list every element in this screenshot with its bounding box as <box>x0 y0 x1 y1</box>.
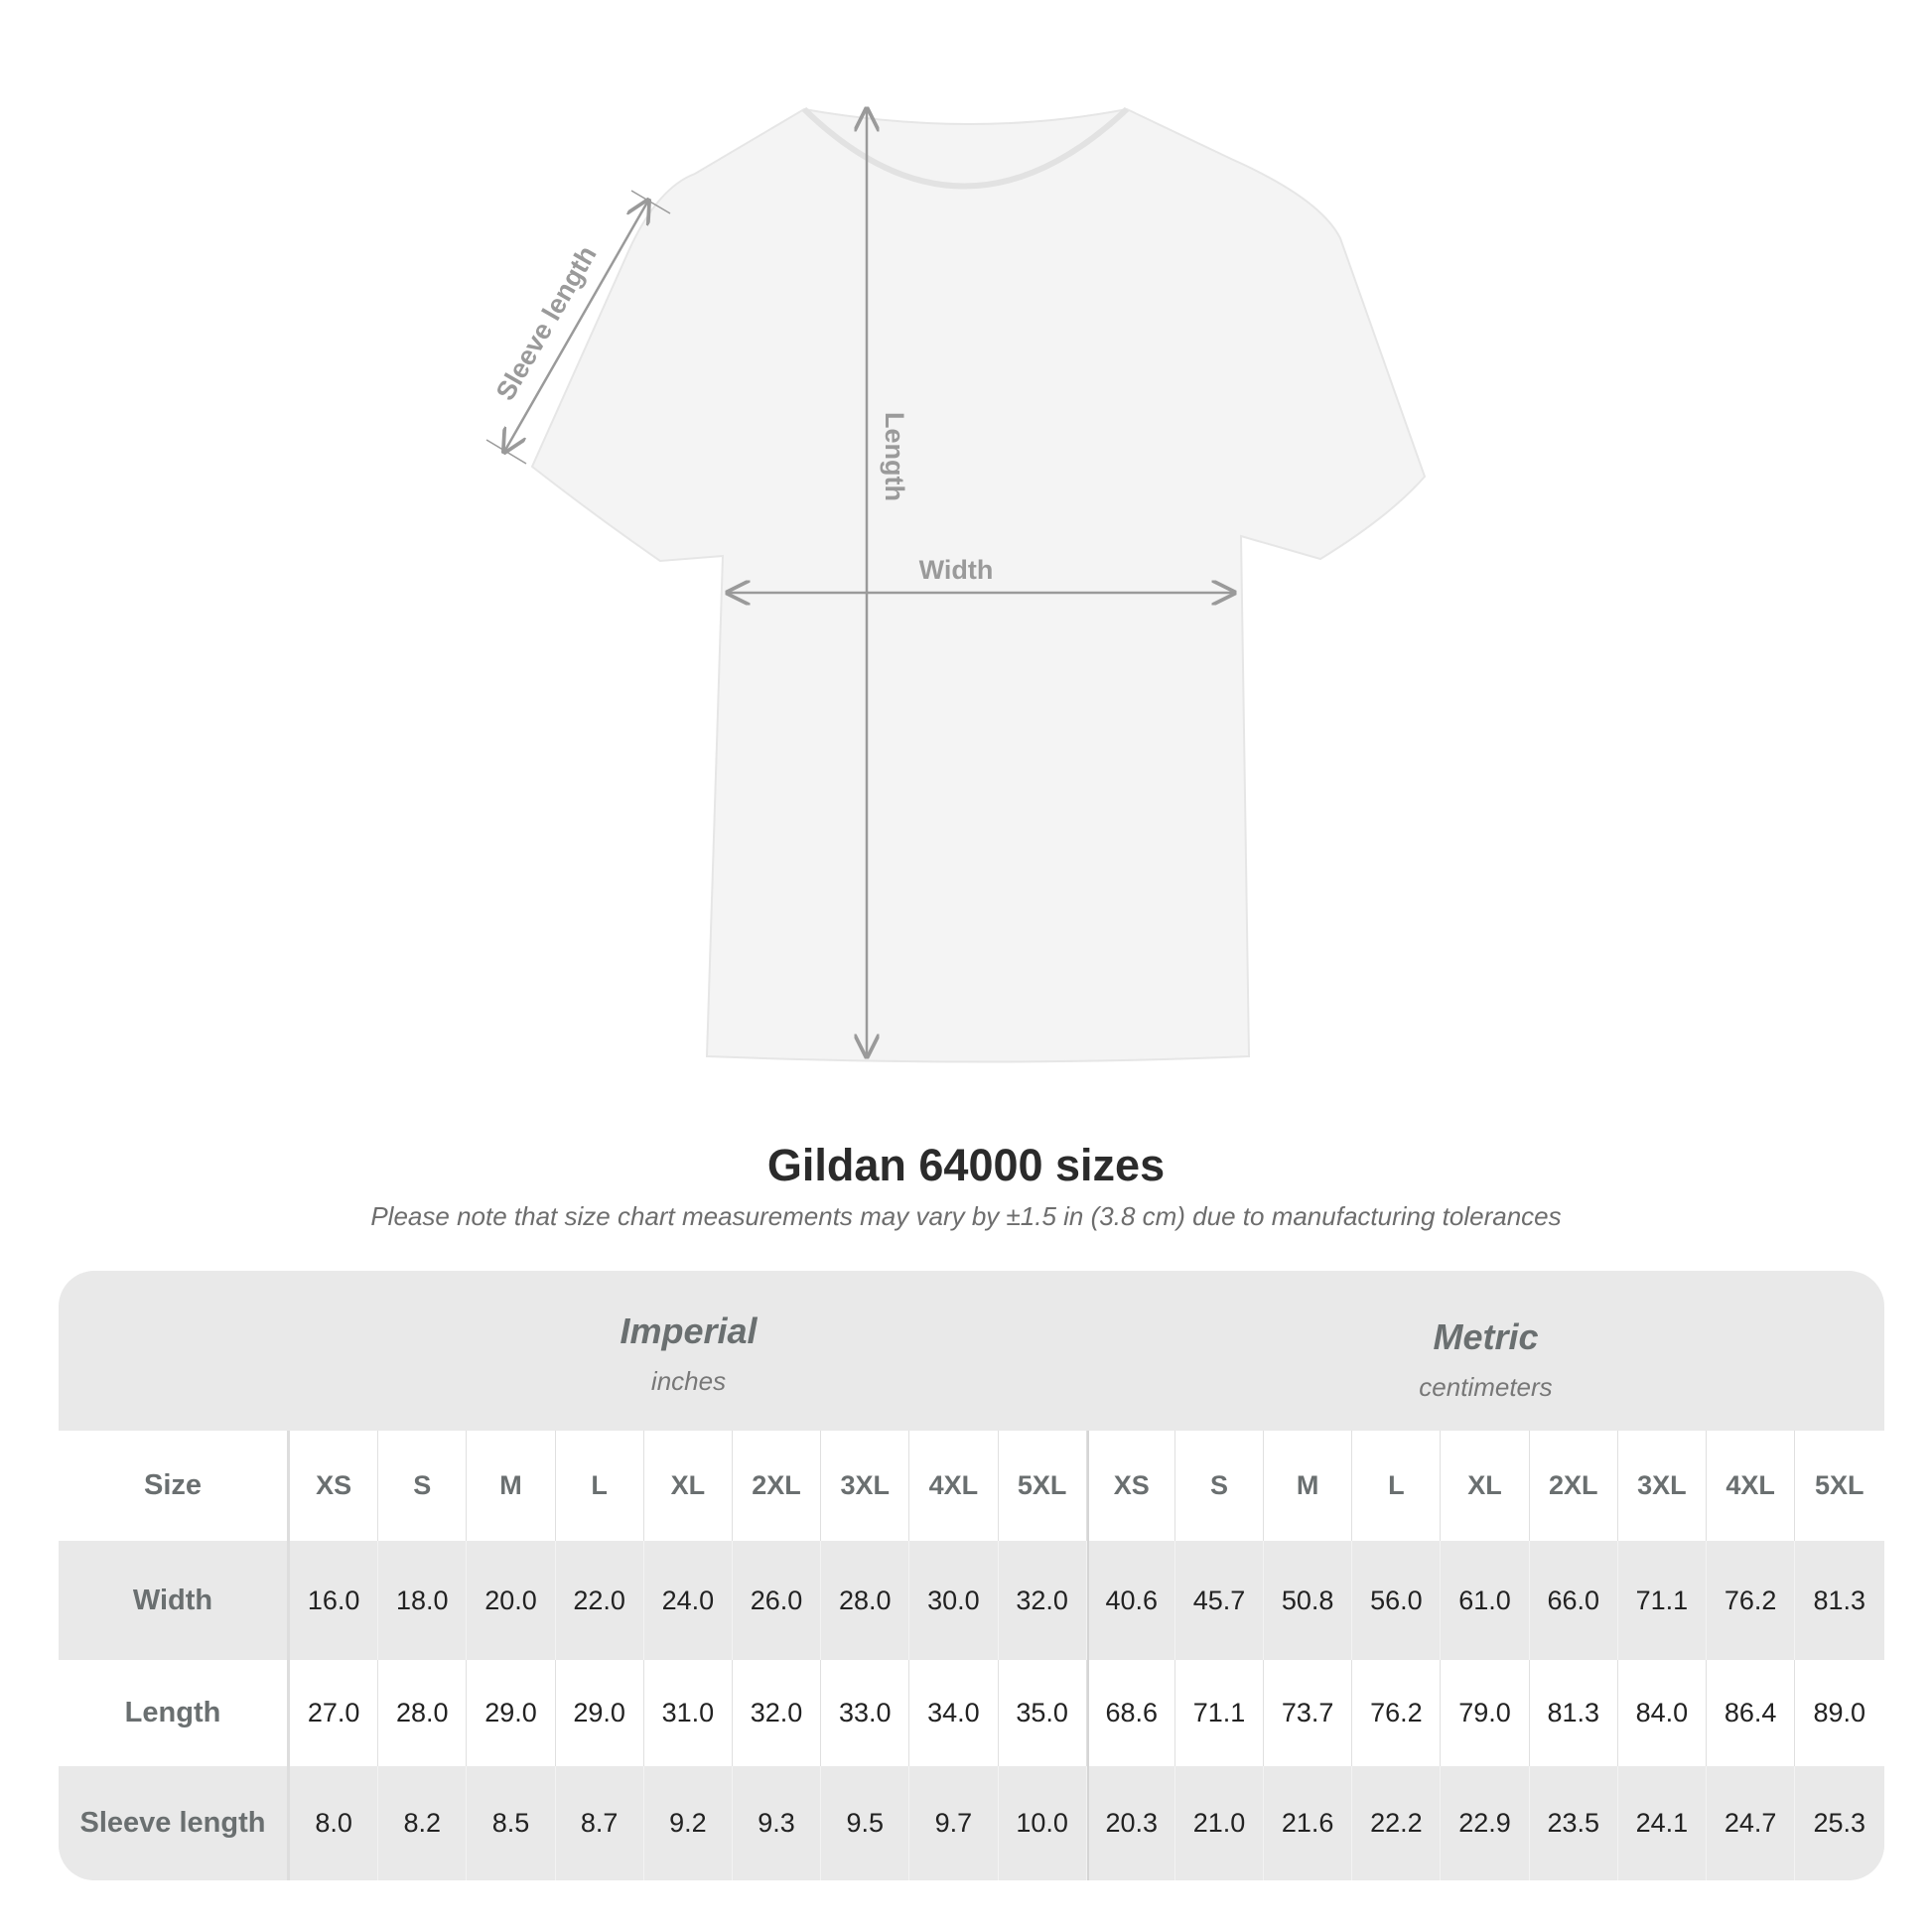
metric-cell: 71.1 <box>1175 1660 1265 1766</box>
imperial-cell: 10.0 <box>999 1766 1087 1880</box>
imperial-size-header: 5XL <box>999 1431 1087 1541</box>
metric-size-header: 2XL <box>1530 1431 1618 1541</box>
imperial-cell: 30.0 <box>909 1541 999 1660</box>
metric-cell: 61.0 <box>1441 1541 1530 1660</box>
metric-cell: 79.0 <box>1441 1660 1530 1766</box>
imperial-cell: 9.3 <box>733 1766 822 1880</box>
imperial-cell: 9.7 <box>909 1766 999 1880</box>
imperial-cell: 35.0 <box>999 1660 1087 1766</box>
metric-cell: 23.5 <box>1530 1766 1618 1880</box>
imperial-cell: 22.0 <box>556 1541 644 1660</box>
metric-unit: centimeters <box>1419 1372 1553 1402</box>
imperial-cell: 27.0 <box>290 1660 379 1766</box>
table-row: Width 16.0 18.0 20.0 22.0 24.0 26.0 28.0 30.0 32.… <box>59 1541 1884 1660</box>
table-row: Length 27.0 28.0 29.0 29.0 31.0 32.0 33.0 34.0 35… <box>59 1660 1884 1766</box>
imperial-cell: 34.0 <box>909 1660 999 1766</box>
sleeve-tick-bottom <box>485 439 527 465</box>
metric-cell: 24.7 <box>1707 1766 1796 1880</box>
imperial-size-header: L <box>556 1431 644 1541</box>
imperial-size-header: XS <box>290 1431 379 1541</box>
width-label: Width <box>919 555 994 585</box>
metric-cell: 66.0 <box>1530 1541 1618 1660</box>
imperial-cell: 20.0 <box>467 1541 556 1660</box>
metric-size-header: S <box>1175 1431 1265 1541</box>
imperial-cell: 8.5 <box>467 1766 556 1880</box>
imperial-cell: 8.7 <box>556 1766 644 1880</box>
page-title: Gildan 64000 sizes <box>766 1140 1166 1190</box>
imperial-cell: 29.0 <box>556 1660 644 1766</box>
metric-cell: 89.0 <box>1813 1698 1866 1727</box>
imperial-cell: 18.0 <box>378 1541 468 1660</box>
metric-cell: 71.1 <box>1618 1541 1707 1660</box>
metric-cell: 81.3 <box>1813 1585 1866 1615</box>
metric-cell: 81.3 <box>1530 1660 1618 1766</box>
metric-header: Metric centimeters <box>1087 1316 1884 1403</box>
imperial-unit: inches <box>650 1366 727 1396</box>
table-row: Sleeve length 8.0 8.2 8.5 8.7 9.2 9.3 9.5 9.7 10.… <box>59 1766 1884 1880</box>
imperial-title: Imperial <box>620 1311 758 1351</box>
metric-cell: 21.6 <box>1264 1766 1353 1880</box>
imperial-cell: 16.0 <box>290 1541 379 1660</box>
size-row: Size XS S M L XL 2XL 3XL 4XL 5XL XS S M L XL 2XL 3XL 4XL… <box>59 1431 1884 1541</box>
metric-cell: 86.4 <box>1707 1660 1796 1766</box>
imperial-cell: 28.0 <box>821 1541 910 1660</box>
size-chart-table: Imperial inches Metric centimeters Size … <box>59 1271 1884 1880</box>
metric-cell: 50.8 <box>1264 1541 1353 1660</box>
imperial-cell: 26.0 <box>733 1541 822 1660</box>
metric-cell: 73.7 <box>1264 1660 1353 1766</box>
metric-cell: 68.6 <box>1086 1660 1175 1766</box>
imperial-cell: 9.2 <box>644 1766 733 1880</box>
metric-cell: 56.0 <box>1352 1541 1442 1660</box>
metric-size-header: L <box>1352 1431 1442 1541</box>
metric-size-header: XS <box>1086 1431 1175 1541</box>
row-label: Length <box>59 1660 290 1766</box>
metric-cell: 40.6 <box>1086 1541 1175 1660</box>
imperial-size-header: 3XL <box>821 1431 910 1541</box>
metric-cell: 76.2 <box>1352 1660 1442 1766</box>
imperial-size-header: 4XL <box>909 1431 999 1541</box>
imperial-header: Imperial inches <box>290 1311 1087 1397</box>
metric-cell: 45.7 <box>1175 1541 1265 1660</box>
imperial-cell: 32.0 <box>733 1660 822 1766</box>
imperial-cell: 33.0 <box>821 1660 910 1766</box>
metric-title: Metric <box>1433 1316 1539 1357</box>
imperial-cell: 31.0 <box>644 1660 733 1766</box>
metric-size-header: 3XL <box>1618 1431 1707 1541</box>
row-label: Width <box>59 1541 290 1660</box>
tshirt-shape <box>530 107 1427 1063</box>
tshirt-collar <box>801 106 1130 190</box>
sleeve-length-arrow <box>504 201 648 452</box>
metric-cell: 76.2 <box>1707 1541 1796 1660</box>
metric-cell: 21.0 <box>1175 1766 1265 1880</box>
imperial-cell: 8.2 <box>378 1766 468 1880</box>
metric-size-header: 4XL <box>1707 1431 1796 1541</box>
row-label: Size <box>59 1431 290 1541</box>
metric-cell: 22.9 <box>1441 1766 1530 1880</box>
imperial-cell: 28.0 <box>378 1660 468 1766</box>
imperial-size-header: S <box>378 1431 468 1541</box>
metric-cell: 22.2 <box>1352 1766 1442 1880</box>
metric-size-header: XL <box>1441 1431 1530 1541</box>
tshirt-measurement-diagram: Sleeve length Length Width <box>485 0 1427 1063</box>
metric-size-header: 5XL <box>1815 1470 1864 1500</box>
tolerance-note: Please note that size chart measurements… <box>370 1201 1562 1231</box>
imperial-size-header: XL <box>644 1431 733 1541</box>
row-label: Sleeve length <box>59 1766 290 1880</box>
metric-size-header: M <box>1264 1431 1353 1541</box>
metric-cell: 20.3 <box>1086 1766 1175 1880</box>
imperial-cell: 29.0 <box>467 1660 556 1766</box>
metric-cell: 24.1 <box>1618 1766 1707 1880</box>
length-label: Length <box>880 412 909 501</box>
imperial-cell: 9.5 <box>821 1766 910 1880</box>
sleeve-tick-top <box>630 190 671 214</box>
imperial-cell: 32.0 <box>999 1541 1087 1660</box>
imperial-size-header: M <box>467 1431 556 1541</box>
metric-cell: 25.3 <box>1813 1808 1866 1838</box>
imperial-cell: 8.0 <box>290 1766 379 1880</box>
imperial-size-header: 2XL <box>733 1431 822 1541</box>
imperial-cell: 24.0 <box>644 1541 733 1660</box>
unit-header: Imperial inches Metric centimeters <box>59 1271 1884 1431</box>
metric-cell: 84.0 <box>1618 1660 1707 1766</box>
